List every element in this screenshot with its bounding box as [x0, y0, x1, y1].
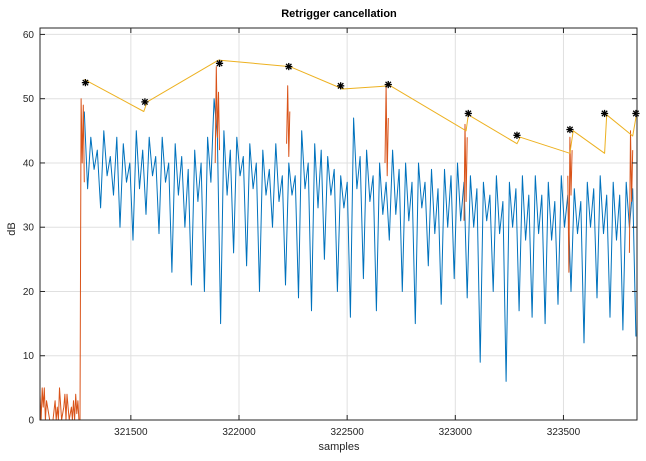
- axis-ticks: 321500 322000 322500 323000 323500 0 10 20 30 40 5…: [23, 28, 637, 438]
- x-tick-label: 322500: [330, 427, 364, 438]
- chart-title: Retrigger cancellation: [281, 8, 397, 20]
- triggered-series-line: [384, 85, 389, 177]
- y-tick-label: 10: [23, 351, 35, 362]
- x-tick-label: 323000: [439, 427, 473, 438]
- peak-marker: [566, 125, 574, 134]
- y-tick-label: 50: [23, 94, 35, 105]
- peak-marker: [141, 98, 149, 106]
- y-tick-label: 30: [23, 223, 35, 234]
- y-axis-label: dB: [6, 222, 18, 235]
- peak-marker: [632, 109, 640, 118]
- triggered-series-line: [39, 98, 85, 421]
- triggered-series-line: [628, 130, 634, 253]
- peak-marker: [513, 131, 521, 139]
- y-tick-label: 60: [23, 30, 35, 41]
- peak-marker: [285, 62, 293, 71]
- x-axis-label: samples: [319, 441, 360, 453]
- signal-series-line: [83, 98, 637, 382]
- peak-marker: [464, 109, 472, 118]
- triggered-series-line: [214, 66, 220, 164]
- y-tick-label: 40: [23, 158, 35, 169]
- triggered-series-line: [567, 136, 573, 273]
- axes-box: [39, 27, 638, 421]
- x-tick-label: 321500: [114, 427, 148, 438]
- peak-marker: [215, 59, 224, 67]
- y-tick-label: 0: [28, 416, 34, 427]
- x-tick-label: 323500: [547, 427, 581, 438]
- peak-marker: [337, 82, 345, 90]
- x-tick-label: 322000: [222, 427, 256, 438]
- peak-marker: [81, 79, 90, 87]
- plot-area: [39, 59, 640, 421]
- peak-marker: [600, 109, 609, 118]
- y-tick-label: 20: [23, 287, 35, 298]
- peak-marker: [384, 80, 392, 89]
- triggered-series-line: [286, 85, 291, 157]
- triggered-series-line: [463, 123, 468, 221]
